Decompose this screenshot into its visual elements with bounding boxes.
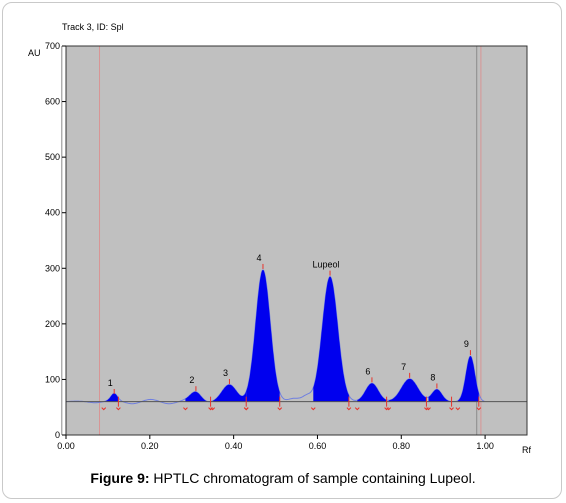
x-tick-label-1: 0.20 [141, 441, 159, 451]
y-tick-label-5: 500 [45, 152, 60, 162]
peak-area-7 [388, 378, 427, 402]
x-tick-label-4: 0.80 [393, 441, 411, 451]
peak-area-9 [457, 356, 479, 402]
y-tick-label-2: 200 [45, 319, 60, 329]
peak-4-start-marker [243, 407, 249, 411]
peak-label-7: 7 [401, 362, 406, 372]
figure-caption: Figure 9: HPTLC chromatogram of sample c… [0, 470, 566, 486]
caption-label: Figure 9: [90, 470, 150, 486]
peak-area-3 [212, 384, 247, 402]
peak-label-8: 8 [430, 372, 435, 382]
peak-5-end-marker [346, 407, 352, 411]
peak-area-6 [357, 383, 387, 402]
peak-3-start-marker [210, 407, 216, 411]
y-axis-label: AU [28, 48, 41, 58]
peak-5-start-marker [310, 407, 316, 411]
peak-6-start-marker [354, 407, 360, 411]
x-tick-label-5: 1.00 [476, 441, 494, 451]
x-tick-label-2: 0.40 [225, 441, 243, 451]
x-axis-label: Rf [522, 445, 531, 455]
y-tick-label-6: 600 [45, 97, 60, 107]
caption-text: HPTLC chromatogram of sample containing … [149, 470, 476, 486]
peak-label-1: 1 [108, 378, 113, 388]
peak-8-start-marker [426, 407, 431, 411]
peak-area-8 [428, 389, 452, 402]
peak-1-start-marker [101, 407, 107, 411]
peak-area-5 [313, 276, 349, 402]
peak-7-start-marker [386, 407, 392, 411]
peak-8-end-marker [449, 407, 454, 411]
x-tick-label-3: 0.60 [309, 441, 327, 451]
y-tick-label-7: 700 [45, 41, 60, 51]
peak-area-1 [103, 393, 119, 402]
peak-9-end-marker [476, 407, 482, 411]
track-label: Track 3, ID: Spl [62, 22, 124, 32]
peak-label-2: 2 [189, 375, 194, 385]
peak-9-start-marker [455, 407, 461, 411]
peak-label-5: Lupeol [313, 260, 340, 270]
peak-4-end-marker [277, 407, 283, 411]
y-tick-label-0: 0 [55, 430, 60, 440]
plot-area [66, 46, 527, 435]
peak-2-start-marker [183, 407, 188, 411]
chromatogram-chart: 0 100 200 300 400 500 600 700 0.00 0.20 0.40 0.60 0.… [28, 22, 531, 455]
peak-label-4: 4 [256, 253, 261, 263]
peak-label-6: 6 [365, 366, 370, 376]
peak-area-4 [246, 269, 280, 402]
y-tick-label-1: 100 [45, 374, 60, 384]
plot-frame [65, 45, 528, 436]
peak-label-3: 3 [223, 368, 228, 378]
x-tick-label-0: 0.00 [57, 441, 75, 451]
peak-1-end-marker [116, 407, 121, 411]
y-tick-label-4: 400 [45, 208, 60, 218]
peak-label-9: 9 [464, 339, 469, 349]
y-tick-label-3: 300 [45, 263, 60, 273]
peak-area-2 [185, 391, 211, 402]
